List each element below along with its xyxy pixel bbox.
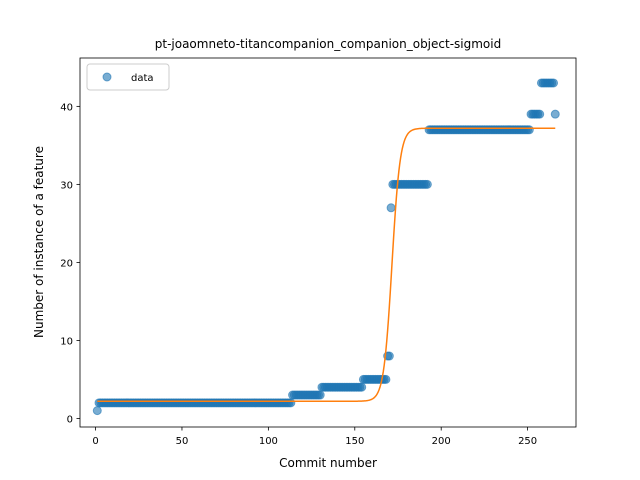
legend-box [86,63,170,91]
fit-line [97,127,556,403]
y-tick-label: 20 [60,258,73,269]
axes: 0 50 100 150 200 250 0 10 20 30 40 [60,57,577,447]
legend-label: data [131,73,154,84]
x-tick-label: 150 [345,436,364,447]
data-point [524,125,534,135]
x-tick-label: 0 [92,436,98,447]
data-point [357,382,367,392]
x-tick-label: 200 [432,436,451,447]
legend-marker [102,72,112,82]
data-point [422,179,432,189]
data-point [386,203,396,213]
legend: data [86,63,170,91]
data-point [315,390,325,400]
y-tick-label: 10 [60,336,73,347]
y-tick-label: 30 [60,180,73,191]
x-tick-label: 250 [518,436,537,447]
data-point [535,109,545,119]
data-point [549,78,559,88]
axes-frame [79,57,577,428]
y-tick-label: 40 [60,102,73,113]
y-axis-label: Number of instance of a feature [32,146,46,338]
data-point [550,109,560,119]
data-point [384,351,394,361]
x-tick-label: 100 [259,436,278,447]
chart-title: pt-joaomneto-titancompanion_companion_ob… [155,37,501,51]
x-tick-label: 50 [176,436,189,447]
plot-area [92,78,560,416]
data-point [92,406,102,416]
x-axis-label: Commit number [279,456,377,470]
y-tick-label: 0 [67,414,73,425]
data-point [286,398,296,408]
